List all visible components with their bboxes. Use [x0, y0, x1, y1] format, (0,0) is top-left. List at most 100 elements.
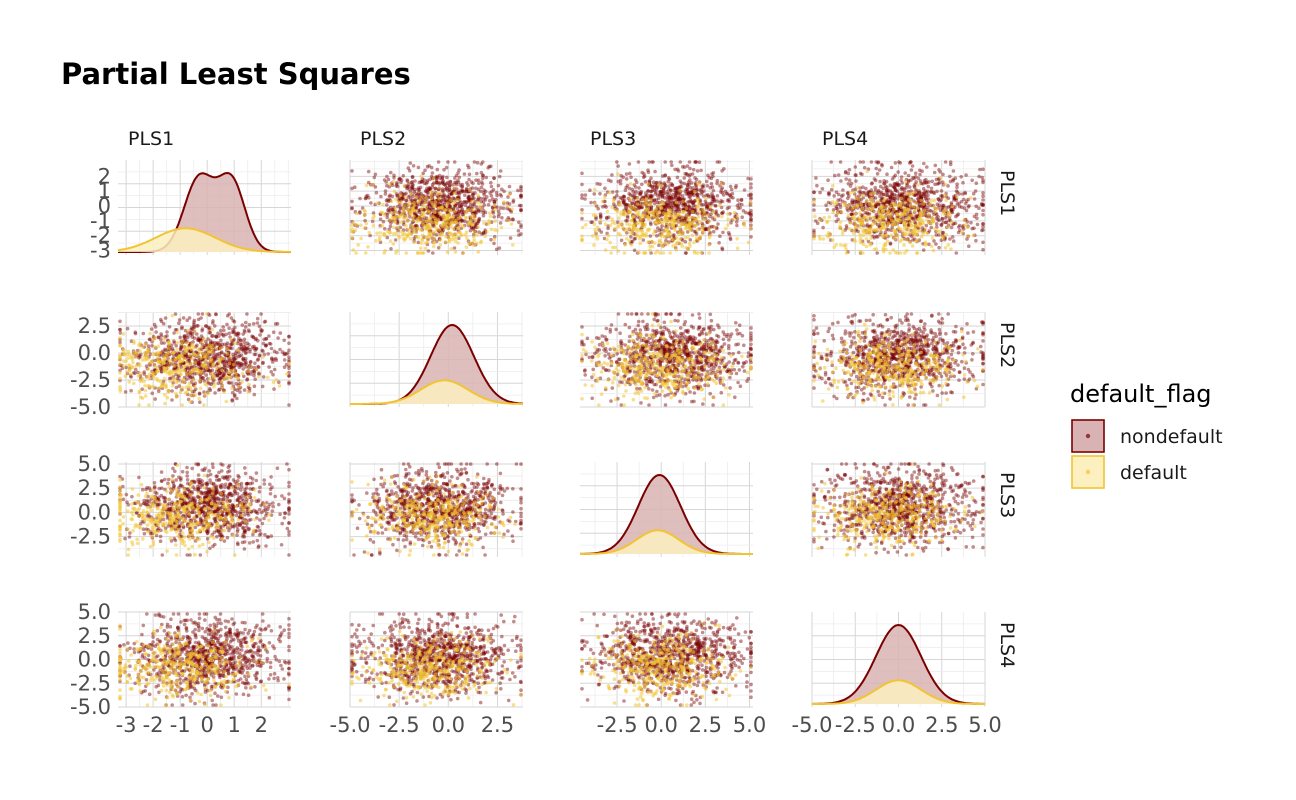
scatter-point: [715, 160, 720, 164]
scatter-point: [449, 247, 454, 251]
scatter-point: [511, 243, 515, 247]
scatter-point: [198, 400, 202, 405]
scatter-point: [889, 233, 894, 238]
scatter-point: [463, 193, 467, 197]
scatter-point: [462, 172, 467, 176]
scatter-point: [646, 240, 651, 244]
scatter-point: [149, 327, 154, 331]
scatter-point: [929, 198, 934, 203]
scatter-point: [944, 220, 948, 225]
scatter-point: [670, 237, 674, 241]
scatter-point: [219, 350, 224, 354]
scatter-point: [287, 358, 291, 362]
scatter-point: [464, 187, 469, 192]
scatter-point: [659, 206, 664, 210]
scatter-point: [407, 169, 412, 173]
scatter-point: [472, 196, 476, 200]
scatter-point: [966, 234, 970, 238]
scatter-point: [462, 189, 467, 194]
scatter-point: [437, 186, 441, 190]
scatter-point: [718, 203, 722, 207]
scatter-point: [468, 188, 472, 193]
scatter-point: [449, 192, 454, 196]
scatter-point: [896, 217, 901, 222]
scatter-point: [709, 181, 714, 186]
scatter-point: [519, 195, 523, 199]
scatter-point: [511, 198, 516, 203]
scatter-point: [181, 316, 186, 320]
density-line-default: [117, 227, 292, 253]
scatter-point: [205, 312, 209, 316]
scatter-point: [465, 180, 469, 185]
scatter-point: [247, 386, 252, 391]
scatter-point: [942, 193, 947, 198]
scatter-point: [687, 174, 692, 178]
scatter-point: [480, 182, 485, 186]
scatter-point: [411, 206, 415, 210]
scatter-point: [647, 211, 652, 215]
scatter-point: [476, 250, 481, 254]
scatter-point: [844, 224, 849, 228]
scatter-point: [974, 238, 978, 243]
scatter-point: [408, 161, 413, 165]
scatter-point: [153, 397, 157, 401]
scatter-point: [261, 341, 266, 346]
scatter-point: [253, 352, 258, 357]
scatter-point: [580, 216, 584, 221]
scatter-point: [269, 346, 274, 351]
scatter-point: [440, 187, 445, 191]
scatter-point: [397, 196, 402, 200]
scatter-point: [967, 204, 971, 208]
scatter-point: [405, 219, 410, 223]
scatter-point: [939, 175, 943, 180]
scatter-point: [378, 217, 383, 221]
scatter-point: [384, 198, 389, 203]
scatter-point: [598, 191, 602, 196]
scatter-point: [641, 203, 645, 207]
scatter-point: [387, 182, 392, 187]
scatter-point: [867, 202, 872, 207]
scatter-point: [588, 188, 592, 192]
scatter-point: [676, 169, 681, 173]
scatter-point: [407, 187, 412, 192]
scatter-point: [188, 333, 193, 337]
scatter-point: [616, 224, 621, 229]
scatter-point: [698, 220, 702, 224]
scatter-point: [236, 348, 240, 352]
scatter-point: [749, 192, 753, 196]
scatter-point: [440, 231, 444, 235]
scatter-point: [255, 338, 260, 343]
scatter-point: [891, 198, 896, 203]
scatter-point: [715, 194, 720, 198]
scatter-point: [474, 211, 478, 216]
scatter-point: [436, 202, 441, 206]
scatter-point: [627, 226, 631, 231]
scatter-point: [460, 218, 465, 223]
scatter-point: [865, 207, 870, 212]
scatter-point: [519, 223, 523, 227]
scatter-point: [457, 192, 462, 196]
scatter-point: [929, 244, 934, 249]
scatter-point: [492, 176, 496, 180]
scatter-point: [981, 208, 985, 213]
scatter-point: [458, 183, 463, 187]
scatter-point: [628, 182, 633, 186]
scatter-point: [447, 239, 452, 244]
scatter-point: [876, 188, 881, 193]
scatter-point: [861, 193, 865, 197]
scatter-point: [690, 233, 695, 238]
scatter-point: [707, 175, 712, 180]
scatter-point: [825, 233, 829, 237]
scatter-point: [446, 189, 450, 193]
scatter-point: [433, 186, 438, 191]
scatter-point: [287, 348, 291, 353]
scatter-point: [436, 160, 441, 164]
scatter-point: [118, 331, 123, 335]
scatter-point: [864, 193, 869, 197]
scatter-point: [388, 239, 393, 243]
scatter-point: [869, 182, 874, 186]
scatter-point: [919, 235, 924, 239]
scatter-point: [432, 236, 436, 241]
scatter-point: [474, 205, 479, 209]
scatter-point: [695, 197, 700, 201]
